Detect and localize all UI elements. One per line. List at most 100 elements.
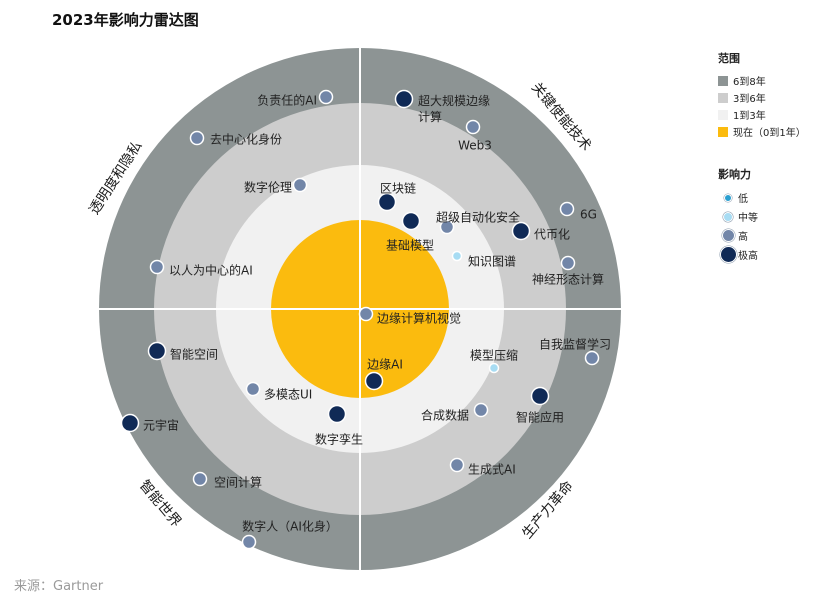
legend-range-item: 6到8年	[718, 72, 818, 89]
tech-dot-high	[449, 457, 465, 473]
legend-range-label: 3到6年	[733, 94, 766, 105]
tech-item: 生成式AI	[449, 457, 516, 477]
tech-label: 数字人（AI化身）	[242, 519, 338, 534]
tech-label: 模型压缩	[470, 348, 518, 363]
source-note: 来源：Gartner	[14, 579, 104, 594]
tech-item: 智能空间	[147, 341, 218, 362]
tech-dot-very-high	[147, 341, 167, 361]
tech-label: 智能应用	[516, 410, 564, 425]
tech-dot-very-high	[120, 413, 140, 433]
tech-dot-very-high	[377, 192, 397, 212]
legend-range-label: 1到3年	[733, 111, 766, 122]
tech-label: 空间计算	[214, 475, 262, 490]
tech-label: 区块链	[380, 181, 416, 196]
tech-label: 数字孪生	[315, 432, 363, 447]
tech-item: 自我监督学习	[539, 337, 611, 366]
tech-label: 6G	[580, 208, 597, 222]
tech-dot-high	[465, 119, 481, 135]
tech-label: 以人为中心的AI	[169, 263, 253, 278]
tech-item: 数字人（AI化身）	[241, 519, 338, 550]
tech-dot-very-high	[401, 211, 421, 231]
tech-dot-high	[584, 350, 600, 366]
tech-item: 神经形态计算	[532, 255, 604, 287]
tech-dot-high	[559, 201, 575, 217]
tech-label: 元宇宙	[143, 418, 179, 433]
tech-label: Web3	[458, 139, 492, 153]
tech-item: 超级自动化安全	[436, 210, 520, 235]
legend-impact-item: 中等	[718, 207, 818, 226]
tech-dot-high	[560, 255, 576, 271]
tech-label: 生成式AI	[468, 463, 516, 477]
tech-label: 知识图谱	[468, 255, 516, 269]
legend-range-list: 6到8年 3到6年 1到3年现在（0到1年）	[718, 72, 818, 140]
legend-impact-dot	[724, 193, 732, 202]
legend-swatch	[718, 109, 728, 120]
tech-dot-high	[189, 130, 205, 146]
tech-item: 数字伦理	[244, 177, 308, 195]
tech-label: 负责任的AI	[257, 93, 317, 108]
tech-dot-very-high	[327, 404, 347, 424]
legend-impact-label: 高	[738, 232, 748, 243]
tech-item: 边缘AI	[364, 358, 403, 391]
tech-item: 负责任的AI	[257, 89, 334, 108]
tech-item: 元宇宙	[120, 413, 179, 433]
legend: 范围 6到8年 3到6年 1到3年现在（0到1年） 影响力 低中等高极高	[718, 50, 818, 264]
legend-swatch	[718, 126, 728, 137]
tech-label: 去中心化身份	[210, 132, 282, 147]
tech-dot-high	[245, 381, 261, 397]
legend-impact-dot	[723, 211, 733, 222]
tech-item: 空间计算	[192, 471, 262, 490]
legend-impact-item: 高	[718, 226, 818, 245]
tech-dot-very-high	[394, 89, 414, 109]
tech-label: 边缘AI	[367, 358, 403, 372]
legend-range-item: 现在（0到1年）	[718, 123, 818, 140]
tech-dot-high	[292, 177, 308, 193]
tech-item: 代币化	[511, 221, 570, 242]
tech-item: 数字孪生	[315, 404, 363, 447]
tech-label: 边缘计算机视觉	[377, 311, 461, 326]
tech-dot-very-high	[511, 221, 531, 241]
legend-range-label: 6到8年	[733, 77, 766, 88]
tech-dot-high	[318, 89, 334, 105]
tech-item: 以人为中心的AI	[149, 259, 253, 278]
legend-impact-list: 低中等高极高	[718, 188, 818, 264]
tech-label: 多模态UI	[264, 388, 312, 402]
tech-item: 边缘计算机视觉	[358, 306, 461, 326]
tech-dot-high	[358, 306, 374, 322]
tech-item: 超大规模边缘计算	[394, 89, 490, 124]
tech-dot-high	[149, 259, 165, 275]
legend-range-item: 1到3年	[718, 106, 818, 123]
legend-impact-title: 影响力	[718, 168, 751, 181]
tech-item: Web3	[458, 119, 492, 153]
tech-dot-medium	[488, 362, 500, 374]
page-title: 2023年影响力雷达图	[52, 11, 199, 29]
tech-label: 合成数据	[421, 408, 469, 423]
legend-impact-item: 极高	[718, 245, 818, 264]
tech-label: 超级自动化安全	[436, 210, 520, 225]
tech-label: 自我监督学习	[539, 337, 611, 352]
tech-dot-high	[439, 219, 455, 235]
tech-dot-very-high	[364, 371, 384, 391]
tech-dot-high	[192, 471, 208, 487]
tech-dot-medium	[451, 250, 463, 262]
legend-impact-dot	[721, 229, 735, 242]
legend-impact-label: 中等	[738, 213, 758, 224]
legend-range-title: 范围	[718, 52, 740, 65]
tech-item: 知识图谱	[451, 250, 516, 269]
tech-label: 基础模型	[386, 239, 434, 253]
legend-range-label: 现在（0到1年）	[733, 128, 806, 139]
legend-impact-dot	[719, 246, 737, 263]
tech-label: 神经形态计算	[532, 272, 604, 287]
legend-swatch	[718, 75, 728, 86]
legend-impact-item: 低	[718, 188, 818, 207]
legend-impact-label: 极高	[738, 251, 758, 262]
tech-dot-high	[241, 534, 257, 550]
tech-label: 数字伦理	[244, 180, 292, 195]
tech-label: 智能空间	[170, 347, 218, 362]
tech-item: 合成数据	[421, 402, 489, 423]
tech-item: 区块链	[377, 181, 416, 212]
tech-label: 超大规模边缘计算	[418, 93, 490, 124]
tech-item: 基础模型	[386, 211, 434, 253]
tech-label: 代币化	[534, 228, 570, 242]
